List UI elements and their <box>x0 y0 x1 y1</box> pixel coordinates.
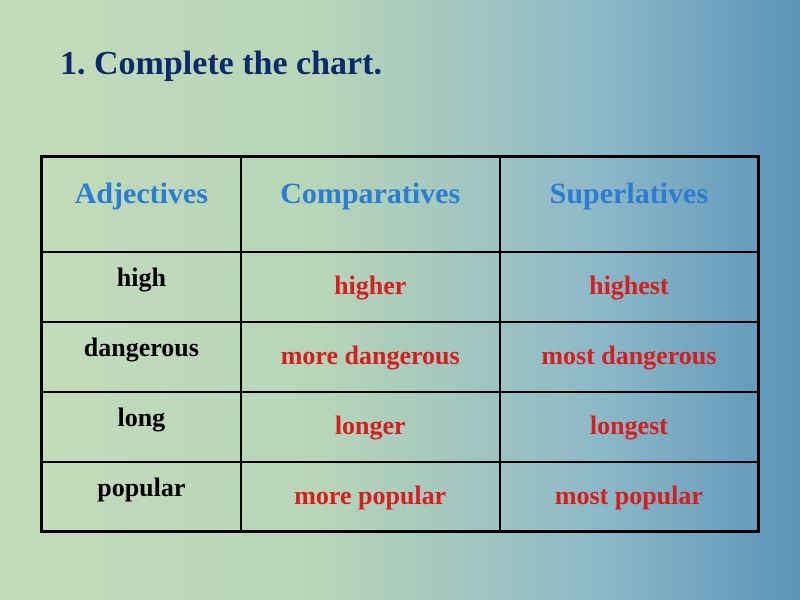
superlative-cell: highest <box>500 252 759 322</box>
superlative-cell: most popular <box>500 462 759 532</box>
superlative-cell: longest <box>500 392 759 462</box>
comparative-cell: more popular <box>241 462 500 532</box>
comparative-cell: more dangerous <box>241 322 500 392</box>
superlative-cell: most dangerous <box>500 322 759 392</box>
adjective-cell: dangerous <box>42 322 241 392</box>
header-superlatives: Superlatives <box>500 157 759 252</box>
comparative-cell: longer <box>241 392 500 462</box>
table-row: dangerous more dangerous most dangerous <box>42 322 759 392</box>
adjective-cell: popular <box>42 462 241 532</box>
adjective-chart: Adjectives Comparatives Superlatives hig… <box>40 155 760 533</box>
adjective-cell: long <box>42 392 241 462</box>
comparative-cell: higher <box>241 252 500 322</box>
table-row: long longer longest <box>42 392 759 462</box>
header-adjectives: Adjectives <box>42 157 241 252</box>
table-row: popular more popular most popular <box>42 462 759 532</box>
header-row: Adjectives Comparatives Superlatives <box>42 157 759 252</box>
adjective-cell: high <box>42 252 241 322</box>
header-comparatives: Comparatives <box>241 157 500 252</box>
page-title: 1. Complete the chart. <box>60 45 382 83</box>
table-row: high higher highest <box>42 252 759 322</box>
